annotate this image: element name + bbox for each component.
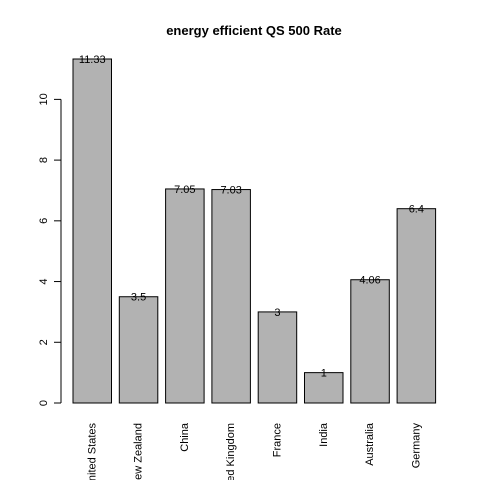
bar-8 <box>397 209 436 403</box>
bar-3 <box>166 189 205 403</box>
y-tick-label: 10 <box>38 93 50 105</box>
y-axis: 0 2 4 6 8 10 <box>38 93 61 406</box>
bar-2 <box>119 297 158 403</box>
bars <box>73 59 436 403</box>
data-label-4: 7.03 <box>220 185 241 197</box>
data-label-5: 3 <box>274 307 280 319</box>
data-label-8: 6.4 <box>409 204 424 216</box>
bar-4 <box>212 190 251 403</box>
y-tick-label: 4 <box>38 278 50 284</box>
chart-title: energy efficient QS 500 Rate <box>166 23 342 38</box>
x-tick-label-4: United Kingdom <box>225 423 237 480</box>
bar-7 <box>351 280 390 403</box>
data-label-3: 7.05 <box>174 184 195 196</box>
data-label-1: 11.33 <box>79 54 106 66</box>
x-tick-label-8: Germany <box>410 423 422 469</box>
x-tick-label-5: France <box>271 423 283 457</box>
data-label-7: 4.06 <box>359 275 380 287</box>
x-tick-label-3: China <box>179 422 191 452</box>
data-label-6: 1 <box>321 368 327 380</box>
y-tick-label: 8 <box>38 157 50 163</box>
y-tick-label: 6 <box>38 218 50 224</box>
category-labels: United States New Zealand China United King… <box>86 422 422 480</box>
x-tick-label-6: India <box>318 422 330 447</box>
y-tick-label: 0 <box>38 400 50 406</box>
x-tick-label-1: United States <box>86 423 98 480</box>
x-tick-label-7: Australia <box>364 422 376 466</box>
bar-5 <box>258 312 297 403</box>
y-tick-label: 2 <box>38 339 50 345</box>
data-label-2: 3.5 <box>131 292 146 304</box>
x-tick-label-2: New Zealand <box>133 423 145 480</box>
bar-1 <box>73 59 112 403</box>
